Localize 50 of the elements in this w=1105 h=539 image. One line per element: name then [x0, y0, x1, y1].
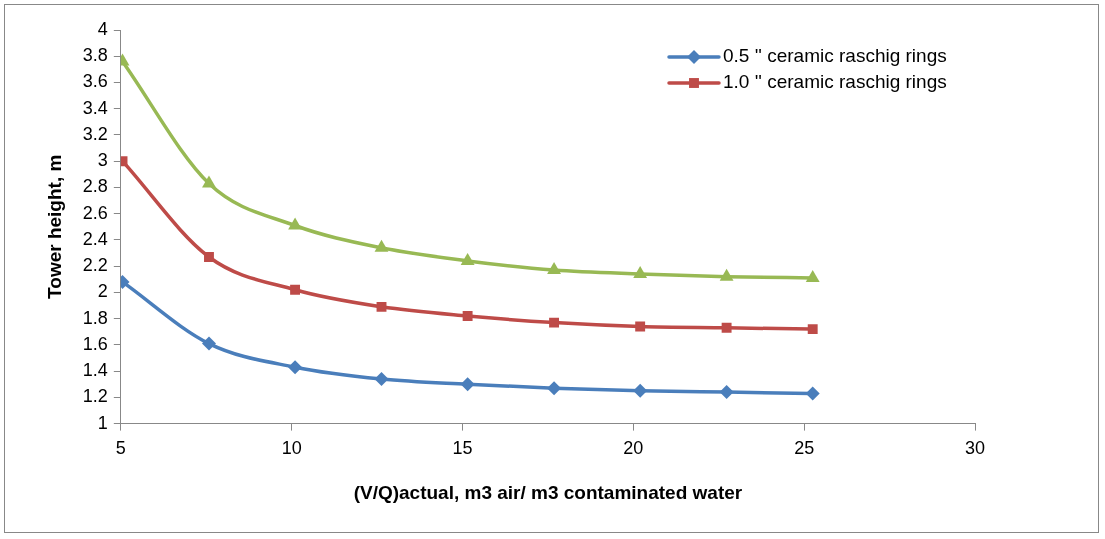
point	[202, 175, 216, 188]
y-tick-label: 2.2	[82, 255, 108, 276]
point	[201, 336, 216, 351]
y-tick-label: 3.2	[82, 123, 108, 144]
y-tick-label: 4	[97, 18, 108, 39]
point	[547, 381, 562, 396]
x-tick-label: 15	[452, 438, 473, 459]
x-tick-label: 25	[794, 438, 815, 459]
y-tick-label: 1	[97, 412, 108, 433]
y-tick-label: 1.8	[82, 307, 108, 328]
point	[374, 239, 389, 252]
x-tick-label: 20	[623, 438, 644, 459]
point	[719, 385, 734, 400]
point	[807, 324, 818, 335]
point	[376, 301, 387, 312]
y-tick-label: 1.4	[82, 360, 108, 381]
y-tick-label: 1.2	[82, 386, 108, 407]
point	[805, 269, 820, 282]
y-tick-label: 3.6	[82, 71, 108, 92]
legend-label: 1.0 '' ceramic raschig rings	[723, 71, 947, 93]
point	[460, 377, 475, 392]
point	[549, 317, 560, 328]
y-tick-label: 1.6	[82, 333, 108, 354]
y-tick-label: 2	[97, 281, 108, 302]
point	[290, 284, 301, 295]
point	[288, 360, 303, 375]
y-tick-label: 2.4	[82, 228, 108, 249]
y-tick-label: 2.8	[82, 176, 108, 197]
point	[460, 252, 475, 265]
y-tick-label: 3.4	[82, 97, 108, 118]
point	[204, 252, 214, 262]
x-tick-label: 5	[115, 438, 126, 459]
point	[633, 266, 648, 279]
point	[635, 321, 646, 332]
point	[633, 383, 648, 398]
y-tick-label: 3	[97, 150, 108, 171]
point	[374, 371, 389, 386]
point	[805, 386, 820, 401]
point	[547, 262, 561, 275]
point	[721, 322, 732, 333]
point	[288, 217, 302, 230]
legend-label: 0.5 '' ceramic raschig rings	[723, 45, 947, 67]
y-axis-title: Tower height, m	[43, 154, 65, 299]
x-axis-title: (V/Q)actual, m3 air/ m3 contaminated water	[353, 481, 743, 503]
point	[462, 311, 473, 321]
x-tick-label: 10	[281, 438, 302, 459]
y-tick-label: 2.6	[82, 202, 108, 223]
y-tick-label: 3.8	[82, 45, 108, 66]
point	[719, 268, 734, 281]
x-tick-label: 30	[964, 438, 986, 459]
